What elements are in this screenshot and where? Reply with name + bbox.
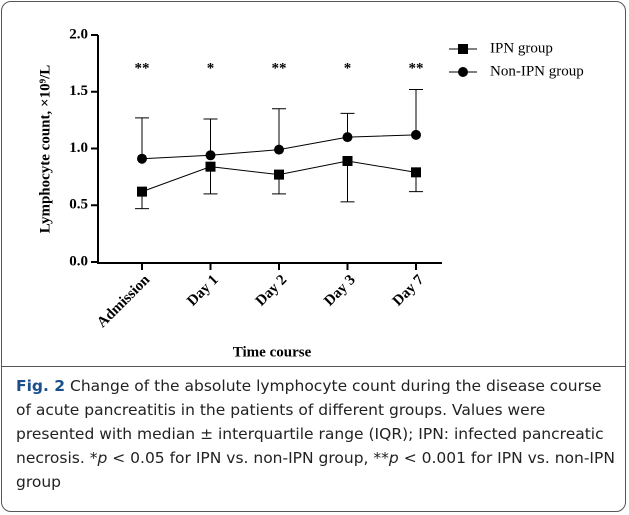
caption-label: Fig. 2: [16, 377, 66, 395]
y-tick-label: 1.5: [69, 83, 88, 99]
annotation: **: [409, 60, 424, 76]
data-point: [274, 144, 284, 155]
caption-p: p: [97, 449, 108, 467]
data-point: [274, 169, 284, 180]
legend-label: IPN group: [490, 40, 553, 56]
data-point: [137, 186, 147, 197]
y-tick-label: 0.0: [69, 253, 88, 269]
separator: [2, 366, 625, 367]
x-tick-label: Day 1: [184, 272, 222, 310]
annotation: *: [207, 60, 215, 76]
data-point: [205, 150, 216, 161]
x-tick-label: Day 3: [321, 272, 359, 310]
y-tick-label: 1.0: [69, 140, 88, 156]
y-tick-label: 0.5: [69, 197, 88, 213]
caption-text: < 0.05 for IPN vs. non-IPN group, **: [107, 449, 389, 467]
x-axis-label: Time course: [233, 344, 312, 360]
caption: Fig. 2 Change of the absolute lymphocyte…: [16, 374, 616, 494]
annotation: *: [344, 60, 352, 76]
data-point: [137, 153, 147, 164]
annotation: **: [272, 60, 287, 76]
legend-label: Non-IPN group: [490, 63, 584, 79]
data-point: [342, 132, 353, 143]
caption-p: p: [388, 449, 399, 467]
legend-marker: [458, 44, 468, 54]
data-point: [205, 161, 216, 172]
x-tick-label: Admission: [94, 271, 154, 331]
annotation: **: [135, 60, 150, 76]
chart: Lymphocyte count, ×10⁹/L Time course 0.0…: [37, 26, 584, 360]
y-axis-label: Lymphocyte count, ×10⁹/L: [37, 65, 53, 233]
data-point: [342, 155, 353, 166]
legend-marker: [458, 67, 468, 77]
data-point: [411, 129, 421, 140]
caption-text: < 0.001 for IPN vs. non-IPN group: [16, 449, 615, 491]
x-tick-label: Day 2: [253, 272, 291, 310]
data-point: [411, 167, 421, 178]
x-tick-label: Day 7: [390, 272, 428, 310]
caption-text: Change of the absolute lymphocyte count …: [16, 377, 604, 467]
y-tick-label: 2.0: [69, 26, 88, 42]
